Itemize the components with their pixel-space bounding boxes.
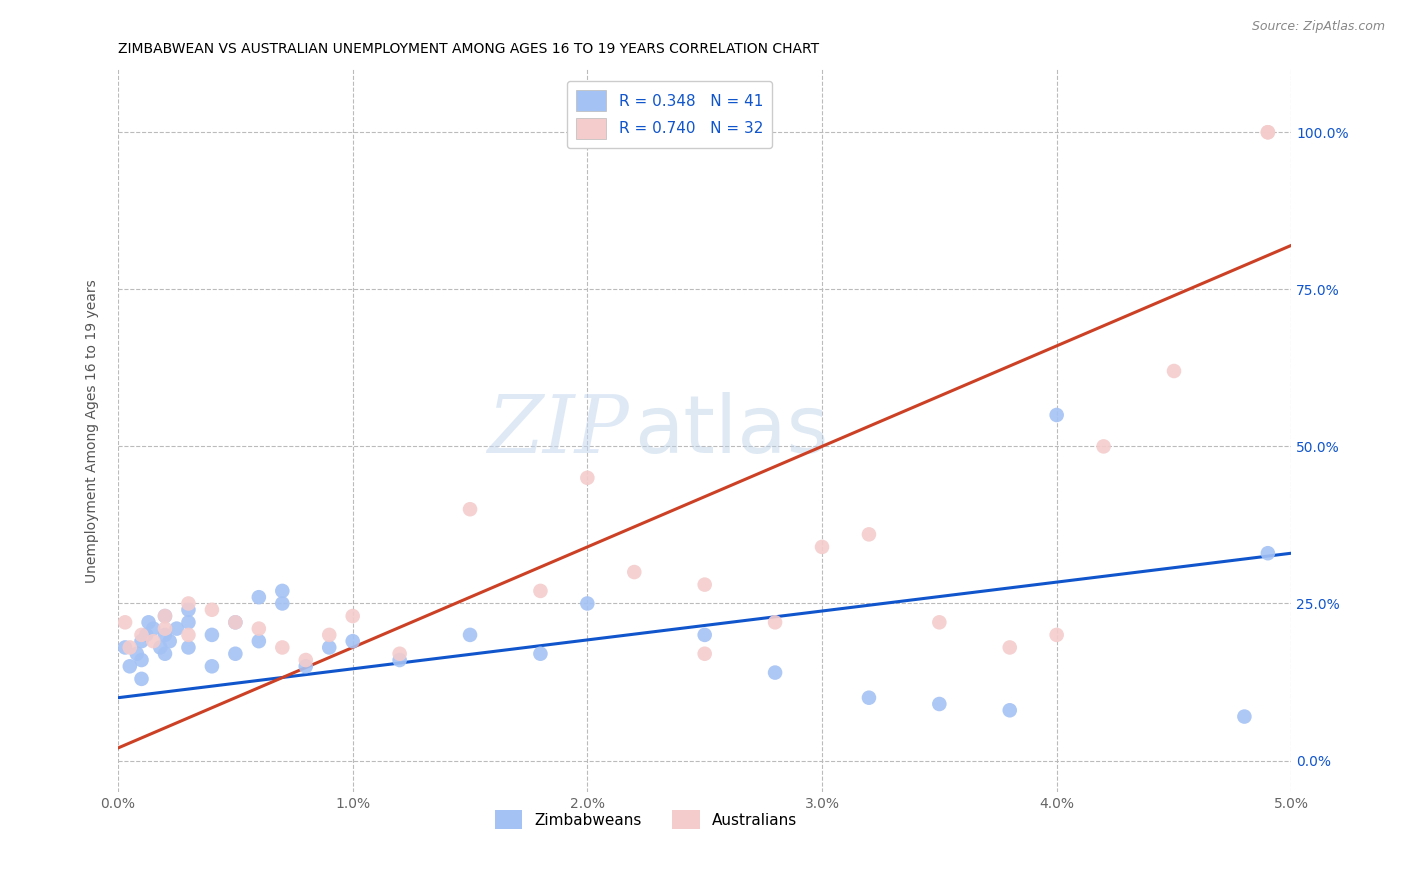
Text: ZIP: ZIP	[486, 392, 628, 469]
Point	[224, 647, 246, 661]
Point	[318, 640, 340, 655]
Point	[1257, 125, 1279, 139]
Point	[177, 640, 200, 655]
Point	[1046, 628, 1069, 642]
Text: atlas: atlas	[634, 392, 828, 470]
Point	[153, 622, 176, 636]
Point	[138, 615, 160, 630]
Point	[763, 665, 786, 680]
Legend: Zimbabweans, Australians: Zimbabweans, Australians	[489, 804, 803, 835]
Point	[693, 577, 716, 591]
Point	[247, 622, 270, 636]
Point	[811, 540, 834, 554]
Point	[1257, 125, 1279, 139]
Point	[114, 640, 136, 655]
Point	[342, 609, 364, 624]
Point	[271, 597, 294, 611]
Point	[118, 659, 141, 673]
Point	[318, 628, 340, 642]
Point	[153, 609, 176, 624]
Point	[998, 640, 1021, 655]
Point	[142, 634, 165, 648]
Point	[928, 697, 950, 711]
Point	[131, 628, 153, 642]
Point	[1163, 364, 1185, 378]
Point	[131, 672, 153, 686]
Point	[529, 647, 551, 661]
Point	[153, 609, 176, 624]
Point	[201, 659, 224, 673]
Point	[177, 628, 200, 642]
Point	[177, 615, 200, 630]
Point	[271, 583, 294, 598]
Point	[142, 622, 165, 636]
Point	[928, 615, 950, 630]
Point	[858, 690, 880, 705]
Point	[153, 647, 176, 661]
Point	[271, 640, 294, 655]
Point	[458, 502, 481, 516]
Point	[118, 640, 141, 655]
Point	[224, 615, 246, 630]
Point	[201, 603, 224, 617]
Point	[166, 622, 188, 636]
Point	[1092, 439, 1115, 453]
Point	[1046, 408, 1069, 422]
Point	[576, 471, 599, 485]
Text: Source: ZipAtlas.com: Source: ZipAtlas.com	[1251, 20, 1385, 33]
Y-axis label: Unemployment Among Ages 16 to 19 years: Unemployment Among Ages 16 to 19 years	[86, 279, 100, 582]
Point	[529, 583, 551, 598]
Point	[159, 634, 181, 648]
Point	[294, 659, 316, 673]
Point	[693, 647, 716, 661]
Point	[149, 640, 172, 655]
Point	[693, 628, 716, 642]
Point	[1233, 709, 1256, 723]
Point	[247, 634, 270, 648]
Point	[458, 628, 481, 642]
Point	[1257, 546, 1279, 560]
Text: ZIMBABWEAN VS AUSTRALIAN UNEMPLOYMENT AMONG AGES 16 TO 19 YEARS CORRELATION CHAR: ZIMBABWEAN VS AUSTRALIAN UNEMPLOYMENT AM…	[118, 42, 820, 56]
Point	[342, 634, 364, 648]
Point	[224, 615, 246, 630]
Point	[153, 628, 176, 642]
Point	[131, 634, 153, 648]
Point	[247, 590, 270, 604]
Point	[131, 653, 153, 667]
Point	[388, 653, 411, 667]
Point	[998, 703, 1021, 717]
Point	[114, 615, 136, 630]
Point	[576, 597, 599, 611]
Point	[201, 628, 224, 642]
Point	[388, 647, 411, 661]
Point	[177, 597, 200, 611]
Point	[135, 628, 157, 642]
Point	[858, 527, 880, 541]
Point	[294, 653, 316, 667]
Point	[177, 603, 200, 617]
Point	[623, 565, 645, 579]
Point	[125, 647, 148, 661]
Point	[763, 615, 786, 630]
